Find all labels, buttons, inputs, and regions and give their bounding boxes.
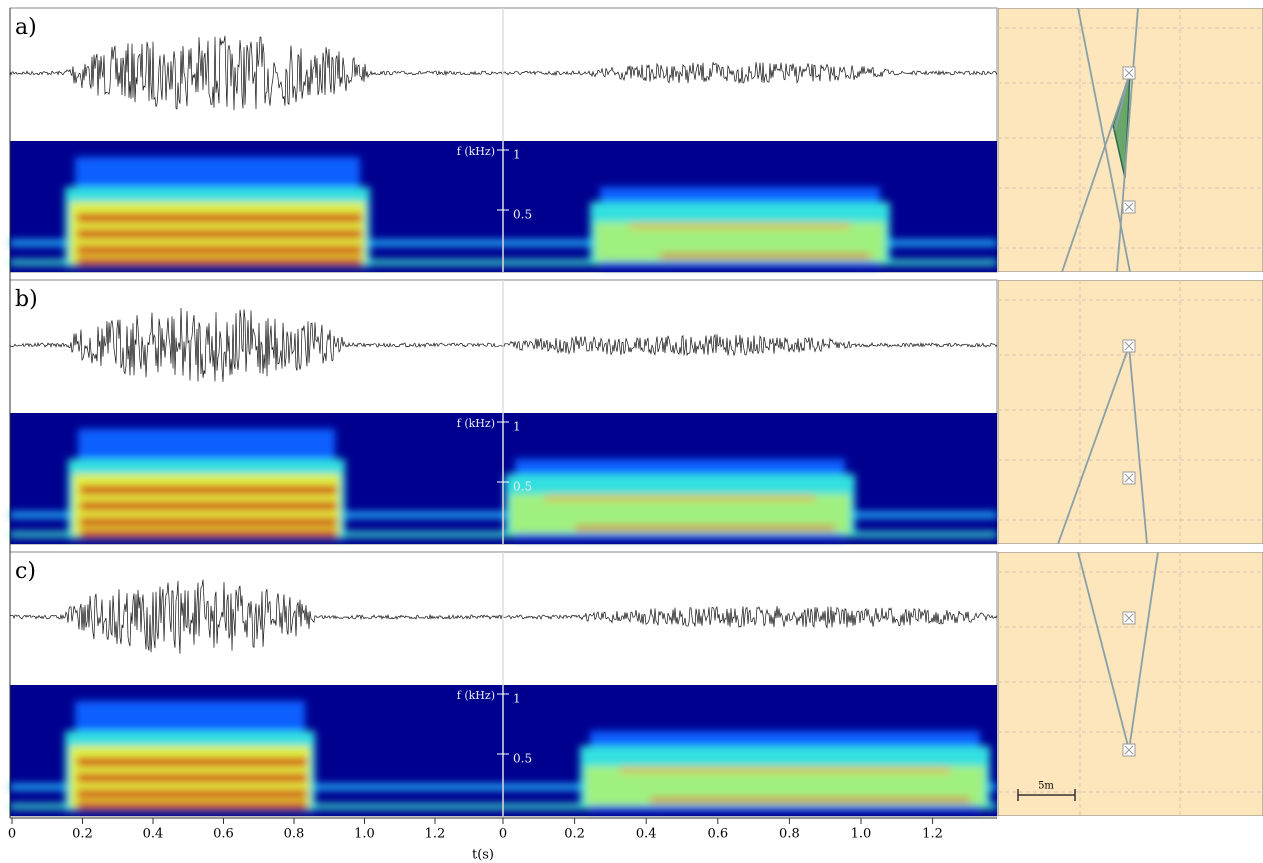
blob — [575, 526, 835, 530]
map-bg — [998, 8, 1263, 272]
freq-axis-label: f (kHz) — [457, 145, 495, 158]
blob — [80, 486, 337, 494]
blob — [77, 214, 362, 222]
map-line — [1077, 552, 1130, 751]
x-tick-label: 0.6 — [213, 827, 234, 842]
x-tick-label: 0.6 — [707, 827, 728, 842]
map-marker-cross — [1124, 613, 1134, 623]
blob — [660, 254, 870, 258]
x-tick-label: 0.8 — [779, 827, 800, 842]
freq-axis-label: f (kHz) — [457, 689, 495, 702]
x-tick-label: 0.4 — [143, 827, 164, 842]
panel-label: c) — [15, 559, 36, 584]
map-marker-cross — [1124, 473, 1134, 483]
x-tick-label: 0 — [499, 827, 507, 842]
map-panel — [998, 280, 1263, 544]
panel: a) f (kHz) 1 0.5 — [9, 7, 998, 273]
blob — [77, 774, 307, 782]
freq-tick-label: 0.5 — [513, 752, 532, 766]
map-marker-cross — [1124, 745, 1134, 755]
blob — [80, 530, 337, 538]
blob — [77, 230, 362, 238]
freq-tick-label: 1 — [513, 420, 521, 434]
blob — [80, 518, 337, 526]
blob — [620, 768, 950, 772]
map-line — [1116, 8, 1139, 272]
map-marker-cross — [1124, 68, 1134, 78]
blob — [650, 798, 970, 802]
x-tick-label: 1.2 — [922, 827, 943, 842]
time-axis: t(s) 0 0.2 0.4 0.6 0.8 1.0 1.2 0 0.2 0.4 0.6 0.8 1.0… — [8, 8, 997, 863]
map-line — [1128, 552, 1159, 751]
x-tick-label: 1.2 — [425, 827, 446, 842]
blob — [77, 246, 362, 254]
map-line — [1061, 72, 1131, 272]
freq-tick-label: 0.5 — [513, 480, 532, 494]
blob — [77, 802, 307, 810]
x-tick-label: 0.4 — [636, 827, 657, 842]
x-tick-label: 1.0 — [354, 827, 375, 842]
map-marker-cross — [1124, 341, 1134, 351]
panel-label: b) — [15, 287, 38, 312]
x-tick-label: 0.2 — [564, 827, 585, 842]
map-bg — [998, 552, 1263, 816]
maps: 5m — [998, 8, 1263, 816]
panel-label: a) — [15, 15, 37, 40]
blob — [77, 758, 307, 766]
x-tick-label: 0.8 — [284, 827, 305, 842]
freq-tick-label: 1 — [513, 692, 521, 706]
freq-tick-label: 1 — [513, 148, 521, 162]
blob — [77, 258, 362, 266]
freq-axis-label: f (kHz) — [457, 417, 495, 430]
blob — [630, 224, 850, 228]
scale-bar — [1017, 789, 1076, 801]
map-line — [1128, 345, 1148, 544]
map-panel: 5m — [998, 552, 1263, 816]
spectrogram — [10, 157, 997, 267]
x-tick-label: 1.0 — [851, 827, 872, 842]
scale-label: 5m — [1038, 781, 1054, 792]
map-line — [1114, 72, 1131, 131]
map-marker-cross — [1124, 202, 1134, 212]
blob — [545, 496, 815, 500]
x-tick-label: 0.2 — [72, 827, 93, 842]
panel: c) f (kHz) 1 0.5 — [9, 551, 998, 817]
map-bg — [998, 280, 1263, 544]
map-line — [1057, 345, 1130, 544]
freq-tick-label: 0.5 — [513, 208, 532, 222]
map-panel — [998, 8, 1263, 272]
panels: a) f (kHz) 1 0.5 b) f (kHz) 1 0.5 c) f (kHz) 1 0.5 — [9, 7, 998, 817]
x-tick-label: 0 — [8, 827, 16, 842]
axis-label: t(s) — [472, 848, 494, 863]
blob — [77, 790, 307, 798]
panel: b) f (kHz) 1 0.5 — [9, 279, 998, 545]
blob — [80, 502, 337, 510]
